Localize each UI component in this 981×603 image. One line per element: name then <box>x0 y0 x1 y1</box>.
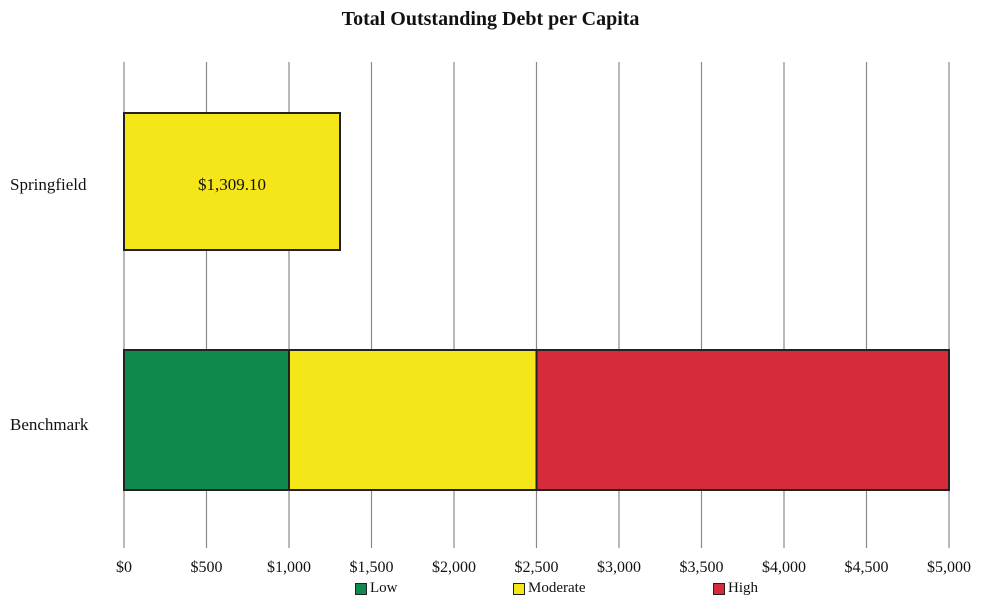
legend-label-moderate: Moderate <box>528 580 586 596</box>
x-tick-label: $3,500 <box>680 559 724 576</box>
x-tick-label: $4,500 <box>845 559 889 576</box>
x-tick-label: $2,000 <box>432 559 476 576</box>
category-label: Benchmark <box>10 415 89 434</box>
bar-segment <box>535 349 950 491</box>
data-label: $1,309.10 <box>198 175 266 194</box>
x-tick-label: $1,000 <box>267 559 311 576</box>
category-label: Springfield <box>10 175 87 194</box>
legend-item-low: Low <box>355 580 398 597</box>
legend-label-high: High <box>728 580 758 596</box>
x-tick-label: $0 <box>116 559 132 576</box>
legend-swatch-moderate <box>513 582 525 595</box>
chart-title: Total Outstanding Debt per Capita <box>341 8 640 30</box>
x-tick-label: $2,500 <box>515 559 559 576</box>
legend-label-low: Low <box>370 580 398 596</box>
bar-segment <box>288 349 538 491</box>
bar-segment <box>123 349 290 491</box>
legend-swatch-high <box>713 582 725 595</box>
legend-swatch-low <box>355 582 367 595</box>
x-tick-label: $5,000 <box>927 559 971 576</box>
x-tick-label: $4,000 <box>762 559 806 576</box>
chart-legend: Low Moderate High <box>0 580 981 600</box>
x-tick-label: $1,500 <box>350 559 394 576</box>
x-tick-label: $3,000 <box>597 559 641 576</box>
bar-segment <box>123 112 342 251</box>
x-tick-label: $500 <box>191 559 223 576</box>
legend-item-high: High <box>713 580 758 597</box>
legend-item-moderate: Moderate <box>513 580 585 597</box>
